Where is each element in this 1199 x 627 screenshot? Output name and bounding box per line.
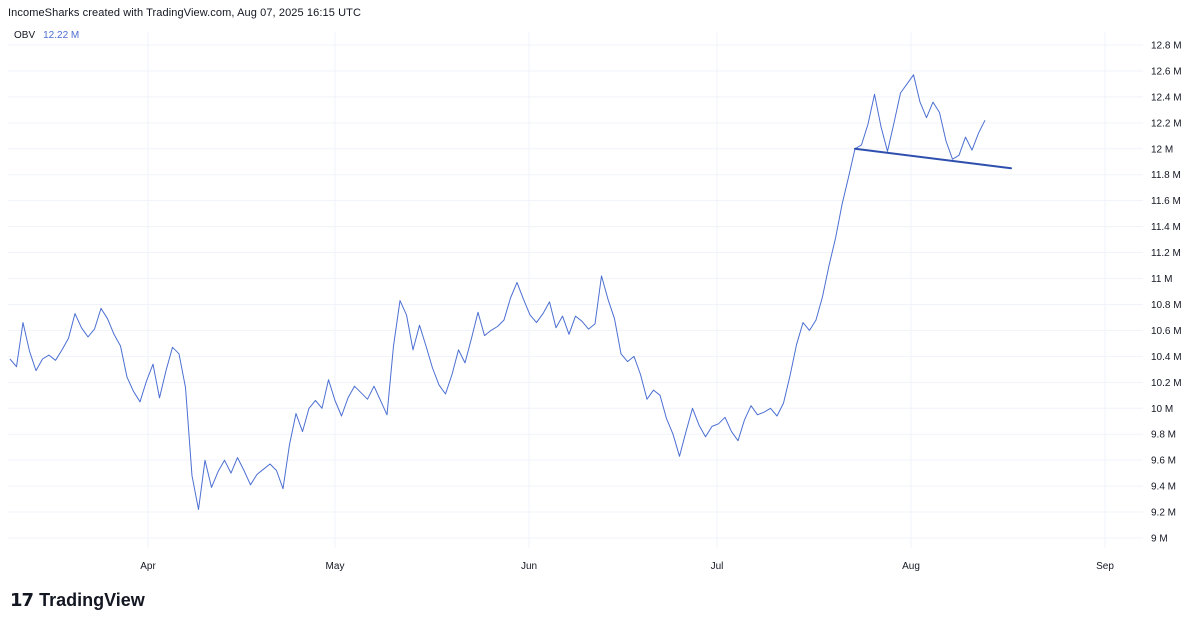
y-tick-label: 9.8 M: [1151, 430, 1176, 441]
y-tick-label: 11.2 M: [1151, 248, 1181, 259]
y-tick-label: 12.6 M: [1151, 66, 1182, 77]
x-tick-label: Aug: [902, 561, 920, 572]
x-tick-label: Jun: [521, 561, 537, 572]
y-tick-label: 11.6 M: [1151, 196, 1181, 207]
indicator-value: 12.22 M: [43, 30, 80, 41]
y-tick-label: 12 M: [1151, 144, 1173, 155]
series-group: [9, 74, 986, 510]
tradingview-logo-text: TradingView: [39, 590, 145, 610]
attribution-text: IncomeSharks created with TradingView.co…: [8, 7, 361, 19]
x-tick-label: Sep: [1096, 561, 1114, 572]
y-tick-label: 12.2 M: [1151, 118, 1182, 129]
x-tick-label: Apr: [140, 561, 156, 572]
y-axis: 9 M 9.2 M 9.4 M 9.6 M 9.8 M 10 M 10.2 M 10.4 M 1…: [1151, 41, 1182, 545]
y-tick-label: 12.8 M: [1151, 41, 1182, 52]
y-tick-label: 9.2 M: [1151, 508, 1176, 519]
obv-series-line: [9, 74, 986, 510]
y-tick-label: 11 M: [1151, 274, 1173, 285]
y-tick-label: 10.4 M: [1151, 352, 1182, 363]
support-trendline[interactable]: [854, 147, 1012, 170]
y-tick-label: 10 M: [1151, 404, 1173, 415]
y-tick-label: 10.8 M: [1151, 300, 1182, 311]
y-tick-label: 10.6 M: [1151, 326, 1182, 337]
indicator-legend[interactable]: OBV 12.22 M: [14, 30, 79, 41]
chart-grid: [8, 32, 1143, 548]
y-tick-label: 11.4 M: [1151, 222, 1181, 233]
x-tick-label: May: [326, 561, 345, 572]
tradingview-logo[interactable]: 17 TradingView: [10, 590, 145, 611]
x-axis: Apr May Jun Jul Aug Sep: [140, 561, 1114, 572]
x-tick-label: Jul: [711, 561, 724, 572]
y-tick-label: 11.8 M: [1151, 170, 1181, 181]
y-tick-label: 10.2 M: [1151, 378, 1182, 389]
y-tick-label: 9.4 M: [1151, 482, 1176, 493]
y-tick-label: 9 M: [1151, 534, 1168, 545]
y-tick-label: 12.4 M: [1151, 92, 1182, 103]
y-tick-label: 9.6 M: [1151, 456, 1176, 467]
tradingview-logo-icon: 17: [10, 590, 34, 611]
indicator-name: OBV: [14, 30, 36, 41]
annotations-group: [854, 147, 1012, 170]
